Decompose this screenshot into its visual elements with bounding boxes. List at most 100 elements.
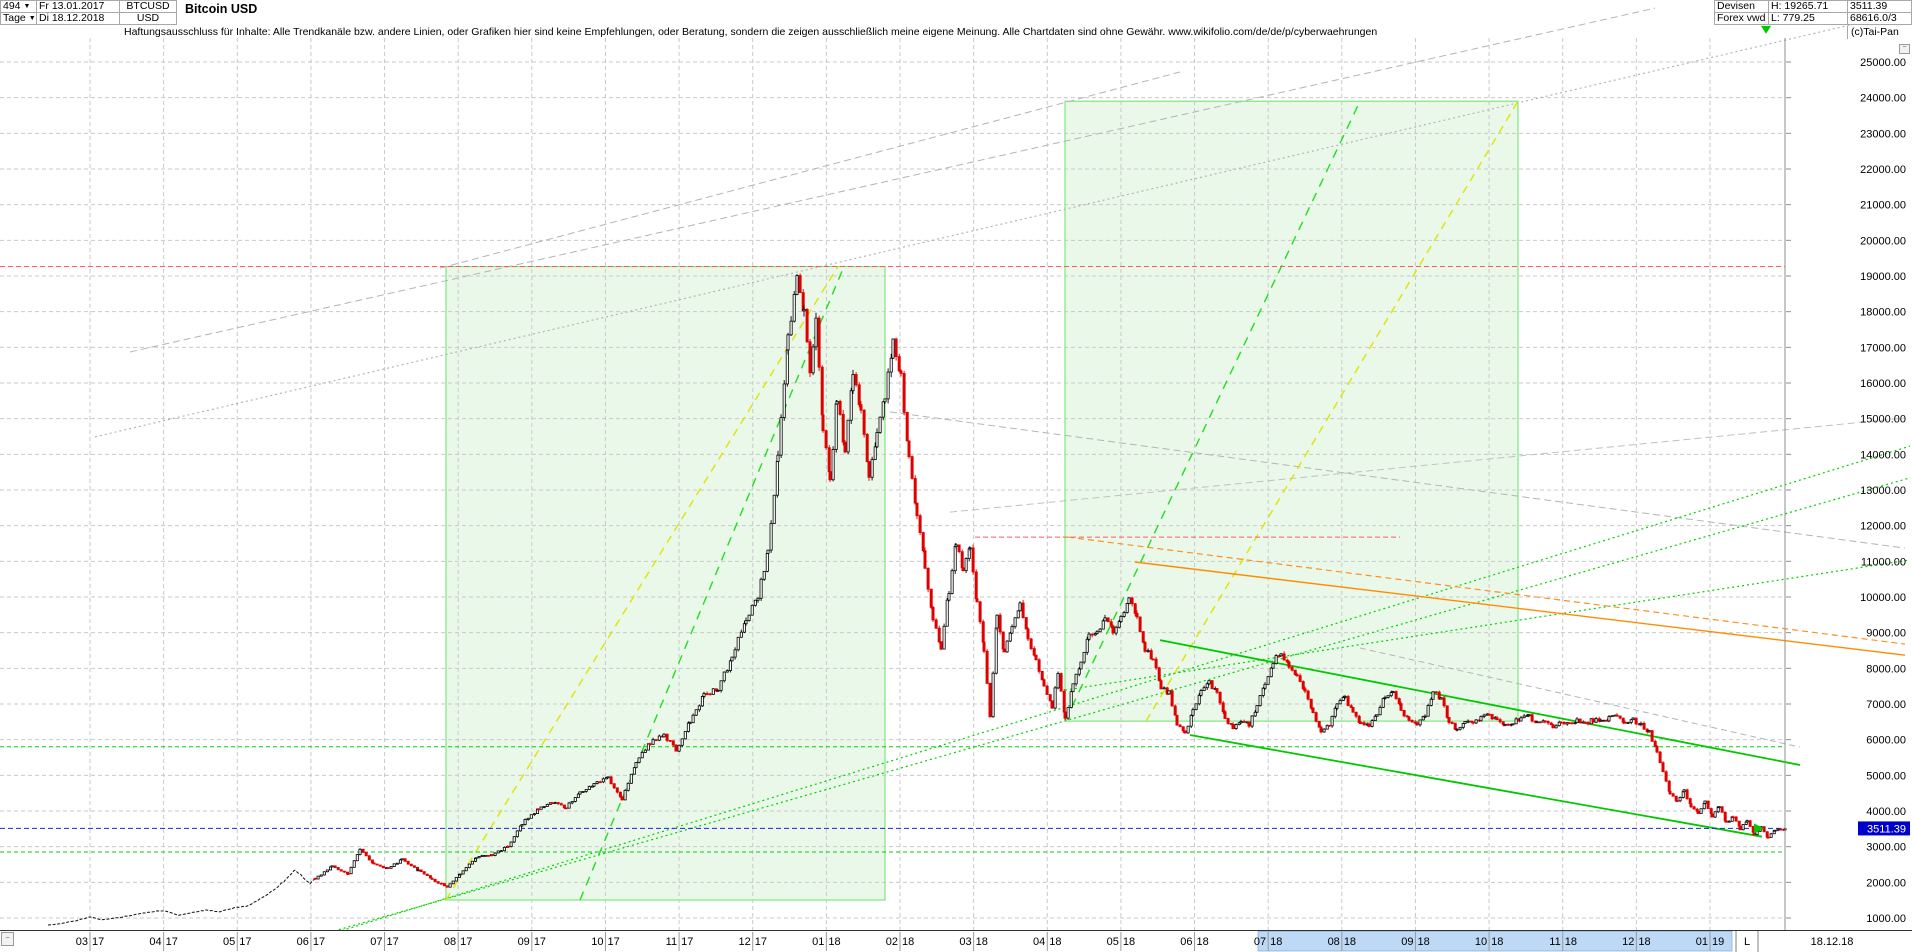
- candle-body: [1162, 687, 1166, 690]
- candle-body: [1386, 695, 1390, 698]
- x-axis-month-label: 03: [959, 936, 971, 948]
- candle-body: [1309, 698, 1313, 709]
- candle-body: [1016, 610, 1020, 619]
- candle-body: [1442, 697, 1446, 707]
- candle-body: [1346, 696, 1350, 707]
- candle-body: [786, 334, 790, 351]
- candle-body: [1535, 721, 1539, 724]
- candle-body: [657, 735, 661, 741]
- candle-body: [553, 802, 557, 804]
- candle-body: [875, 432, 879, 448]
- candle-body: [711, 688, 715, 695]
- candle-body: [1375, 714, 1379, 717]
- candle-body: [921, 532, 925, 552]
- candle-body: [598, 781, 602, 784]
- candle-body: [1469, 720, 1473, 723]
- candle-body: [518, 825, 522, 832]
- candle-body: [1194, 703, 1198, 711]
- candle-body: [562, 804, 566, 809]
- candle-body: [1642, 722, 1646, 730]
- candle-body: [1699, 808, 1703, 814]
- candle-body: [1082, 651, 1086, 663]
- candle-body: [1018, 602, 1022, 612]
- candle-body: [1253, 711, 1257, 717]
- candle-body: [975, 598, 979, 603]
- candle-body: [395, 862, 399, 865]
- candle-body: [428, 875, 432, 879]
- candle-body: [1570, 722, 1574, 725]
- candle-body: [1303, 688, 1307, 692]
- candle-body: [1741, 824, 1745, 831]
- candle-body: [451, 880, 455, 885]
- candle-body: [1727, 820, 1731, 823]
- x-axis-year-label: 19: [1712, 936, 1724, 948]
- date-to-field[interactable]: Di 18.12.2018: [36, 12, 120, 25]
- candle-body: [1724, 820, 1728, 823]
- candle-body: [1053, 687, 1057, 709]
- candle-body: [1106, 617, 1110, 623]
- x-axis-month-label: 04: [149, 936, 161, 948]
- candle-body: [1341, 697, 1345, 701]
- candle-body: [1710, 813, 1714, 818]
- candle-body: [1378, 706, 1382, 716]
- candle-body: [817, 317, 821, 368]
- candle-body: [403, 858, 407, 862]
- candle-body: [939, 641, 943, 650]
- candle-body: [1723, 811, 1727, 822]
- candle-body: [750, 604, 754, 616]
- candle-body: [1170, 690, 1174, 707]
- volume-value: 68616.0/3: [1847, 12, 1912, 25]
- candle-body: [957, 544, 961, 553]
- candle-body: [1263, 683, 1267, 689]
- candle-body: [523, 819, 527, 825]
- collapse-corner-button[interactable]: −: [1, 932, 14, 946]
- period-dropdown[interactable]: Tage ▼: [0, 12, 37, 25]
- candle-body: [474, 857, 478, 860]
- candle-body: [841, 414, 845, 443]
- candle-body: [1026, 628, 1030, 640]
- candle-body: [686, 722, 690, 732]
- candle-body: [364, 851, 368, 857]
- candle-body: [1338, 700, 1342, 705]
- x-axis-month-label: 09: [1401, 936, 1413, 948]
- candle-body: [1199, 690, 1203, 696]
- candle-body: [313, 877, 317, 880]
- candle-body: [923, 550, 927, 569]
- candle-body: [1530, 714, 1534, 722]
- candle-body: [1357, 715, 1361, 724]
- candle-body: [1255, 705, 1259, 713]
- green-solid-desc-1: [1159, 639, 1801, 766]
- candle-body: [550, 802, 554, 805]
- candle-body: [1330, 715, 1334, 727]
- candle-body: [802, 308, 806, 312]
- candle-body: [1114, 626, 1118, 634]
- candle-body: [929, 588, 933, 608]
- x-axis-bar[interactable]: 03 17 04 17 05 17 06 17 07 17 08 17 09 17 10 17 11 17 12 17…: [0, 930, 1912, 952]
- candle-body: [854, 374, 858, 386]
- candle-body: [883, 398, 887, 403]
- candle-body: [1127, 597, 1131, 604]
- y-axis[interactable]: 25000.00 24000.00 23000.00 22000.00 21000.00…: [1784, 38, 1910, 930]
- candle-body: [1734, 816, 1738, 822]
- candle-body: [1274, 655, 1278, 665]
- x-axis-selection-highlight[interactable]: [1257, 931, 1733, 952]
- candle-body: [934, 619, 938, 629]
- candle-body: [1713, 811, 1717, 818]
- candle-body: [328, 866, 332, 871]
- candle-body: [1335, 703, 1339, 709]
- candle-body: [1466, 720, 1470, 723]
- candle-body: [1762, 826, 1766, 833]
- candle-body: [1482, 714, 1486, 717]
- candle-body: [873, 446, 877, 460]
- candle-body: [1391, 691, 1395, 694]
- candle-body: [744, 620, 748, 625]
- candle-body: [339, 869, 343, 872]
- candle-body: [1682, 789, 1686, 793]
- candle-body: [1029, 638, 1033, 649]
- collapse-axis-button[interactable]: −: [1899, 44, 1910, 54]
- candle-body: [1373, 715, 1377, 722]
- candle-body: [878, 416, 882, 433]
- candle-body: [1519, 717, 1523, 722]
- y-axis-label: 16000.00: [1860, 378, 1906, 390]
